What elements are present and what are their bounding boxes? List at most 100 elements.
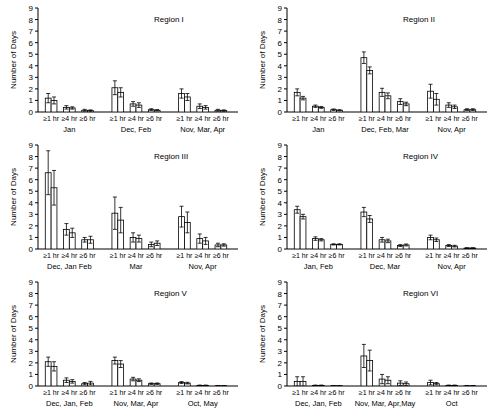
y-axis — [287, 282, 288, 386]
error-cap — [198, 233, 202, 234]
error-bar — [471, 247, 475, 249]
error-cap — [64, 109, 68, 110]
group-label: Nov, Apr — [438, 125, 467, 134]
y-tick-label: 5 — [29, 187, 34, 196]
error-bar — [319, 385, 323, 386]
error-line — [199, 234, 200, 243]
error-line — [406, 102, 407, 105]
error-line — [199, 104, 200, 109]
error-cap — [313, 385, 317, 386]
category-label: ≥1 hr — [425, 389, 442, 396]
category-label: ≥1 hr — [292, 389, 309, 396]
y-tick-label: 1 — [29, 370, 34, 379]
error-cap — [386, 376, 390, 377]
y-tick-label: 0 — [278, 382, 283, 391]
marks — [294, 52, 475, 112]
y-tick-label: 9 — [278, 4, 283, 13]
error-cap — [332, 385, 336, 386]
title: Region VI — [403, 289, 438, 298]
title: Region IV — [403, 152, 439, 161]
error-cap — [447, 107, 451, 108]
y-label: Number of Days — [9, 305, 18, 363]
category-label: ≥1 hr — [43, 115, 60, 122]
error-bar — [64, 378, 68, 383]
marks — [294, 344, 475, 386]
error-bar — [83, 383, 87, 385]
error-cap — [465, 108, 469, 109]
error-cap — [332, 385, 336, 386]
category-label: ≥1 hr — [176, 115, 193, 122]
error-bar — [301, 96, 305, 99]
y-axis — [38, 145, 39, 249]
error-cap — [185, 382, 189, 383]
category-label: ≥4 hr — [128, 252, 145, 259]
category-label: ≥4 hr — [377, 252, 394, 259]
error-cap — [386, 239, 390, 240]
y-tick — [35, 42, 38, 43]
y-tick-label: 7 — [29, 164, 34, 173]
error-cap — [465, 110, 469, 111]
error-cap — [362, 51, 366, 52]
error-cap — [180, 383, 184, 384]
y-tick — [35, 191, 38, 192]
error-line — [430, 84, 431, 98]
y-tick — [35, 316, 38, 317]
error-cap — [88, 381, 92, 382]
error-cap — [434, 382, 438, 383]
y-tick — [284, 145, 287, 146]
bar — [318, 240, 324, 249]
error-cap — [131, 106, 135, 107]
error-cap — [88, 111, 92, 112]
error-bar — [64, 224, 68, 236]
error-cap — [46, 93, 50, 94]
error-bar — [337, 110, 341, 111]
category-label: ≥1 hr — [43, 252, 60, 259]
y-tick — [284, 282, 287, 283]
y-tick-label: 1 — [278, 96, 283, 105]
y-tick — [284, 8, 287, 9]
error-cap — [471, 247, 475, 248]
bar — [294, 210, 300, 249]
error-cap — [70, 109, 74, 110]
error-bar — [155, 110, 159, 111]
category-label: ≥4 hr — [195, 389, 212, 396]
error-cap — [429, 84, 433, 85]
y-tick-label: 9 — [278, 278, 283, 287]
error-bar — [88, 381, 92, 384]
bar — [203, 385, 209, 386]
error-line — [369, 215, 370, 222]
error-cap — [155, 384, 159, 385]
error-bar — [155, 241, 159, 246]
error-cap — [64, 382, 68, 383]
y-tick-label: 6 — [278, 313, 283, 322]
error-bar — [204, 237, 208, 244]
y-axis — [38, 8, 39, 112]
bar — [221, 111, 227, 112]
error-cap — [198, 385, 202, 386]
error-cap — [337, 109, 341, 110]
y-tick — [284, 202, 287, 203]
group-label: Dec, Jan Feb — [47, 262, 92, 271]
y-tick — [35, 145, 38, 146]
error-cap — [301, 99, 305, 100]
error-cap — [447, 102, 451, 103]
error-cap — [398, 385, 402, 386]
error-bar — [216, 243, 220, 246]
error-cap — [222, 246, 226, 247]
category-label: ≥6 hr — [462, 389, 479, 396]
error-bar — [368, 67, 372, 74]
error-cap — [198, 103, 202, 104]
error-cap — [52, 170, 56, 171]
bar — [313, 385, 319, 386]
error-bar — [453, 385, 457, 386]
y-tick — [35, 168, 38, 169]
y-tick-label: 2 — [29, 359, 34, 368]
error-cap — [70, 383, 74, 384]
y-tick-label: 1 — [278, 233, 283, 242]
error-cap — [180, 227, 184, 228]
bar — [337, 385, 343, 386]
y-tick-label: 3 — [278, 73, 283, 82]
error-cap — [216, 385, 220, 386]
error-line — [303, 96, 304, 99]
bar — [154, 384, 160, 386]
